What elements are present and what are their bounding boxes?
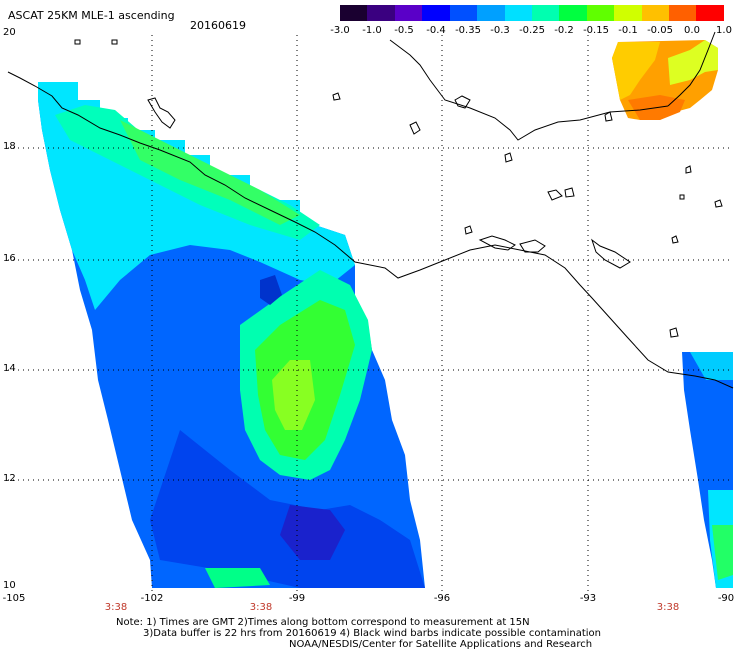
colorbar-tick-label: -0.05 [647, 25, 673, 36]
northeast-swath [612, 40, 718, 120]
colorbar-tick-label: -0.35 [455, 25, 481, 36]
xtick-label: -93 [579, 593, 597, 604]
colorbar-tick-label: -0.2 [554, 25, 574, 36]
grid [8, 35, 733, 592]
xtick-label: -102 [140, 593, 164, 604]
xtick-label: -96 [433, 593, 451, 604]
time-label: 3:38 [656, 602, 680, 613]
colorbar-tick-label: -0.1 [618, 25, 638, 36]
colorbar-swatch [504, 5, 532, 21]
map-date: 20160619 [190, 19, 246, 32]
xtick-label: -99 [288, 593, 306, 604]
time-label: 3:38 [104, 602, 128, 613]
colorbar-swatch [477, 5, 505, 21]
colorbar-swatch [559, 5, 587, 21]
colorbar-swatch [586, 5, 615, 21]
colorbar-tick-label: -0.15 [583, 25, 609, 36]
map-title: ASCAT 25KM MLE-1 ascending [8, 9, 175, 22]
colorbar-swatch [422, 5, 450, 21]
ytick-label: 16 [3, 253, 16, 264]
colorbar [340, 5, 724, 21]
colorbar-tick-label: -0.3 [490, 25, 510, 36]
ytick-label: 12 [3, 473, 16, 484]
colorbar-swatch [531, 5, 560, 21]
ytick-label: 18 [3, 141, 16, 152]
colorbar-labels: -3.0 -1.0 -0.5 -0.4 -0.35 -0.3 -0.25 -0.2 -0.15-… [330, 25, 732, 39]
colorbar-swatch [669, 5, 697, 21]
colorbar-swatch [394, 5, 423, 21]
colorbar-tick-label: 1.0 [716, 25, 732, 36]
xtick-label: -90 [717, 593, 735, 604]
colorbar-swatch [641, 5, 670, 21]
colorbar-swatch [696, 5, 724, 21]
main-swath [38, 82, 425, 588]
colorbar-strip [340, 5, 724, 21]
colorbar-tick-label: 0.0 [684, 25, 700, 36]
note-line-2: 3)Data buffer is 22 hrs from 20160619 4)… [143, 628, 601, 639]
colorbar-tick-label: -0.4 [426, 25, 446, 36]
xtick-label: -105 [2, 593, 26, 604]
colorbar-tick-label: -0.25 [519, 25, 545, 36]
colorbar-tick-label: -0.5 [394, 25, 414, 36]
ytick-label: 10 [3, 580, 16, 591]
ytick-label: 14 [3, 363, 16, 374]
note-line-3: NOAA/NESDIS/Center for Satellite Applica… [289, 639, 593, 650]
time-label: 3:38 [249, 602, 273, 613]
coastline-icon [7, 31, 734, 389]
colorbar-swatch [367, 5, 395, 21]
note-line-1: Note: 1) Times are GMT 2)Times along bot… [116, 617, 530, 628]
colorbar-swatch [614, 5, 642, 21]
colorbar-swatch [340, 5, 368, 21]
east-swath [682, 352, 733, 588]
colorbar-tick-label: -1.0 [362, 25, 382, 36]
ytick-label: 20 [3, 27, 16, 38]
colorbar-tick-label: -3.0 [330, 25, 350, 36]
colorbar-swatch [449, 5, 478, 21]
